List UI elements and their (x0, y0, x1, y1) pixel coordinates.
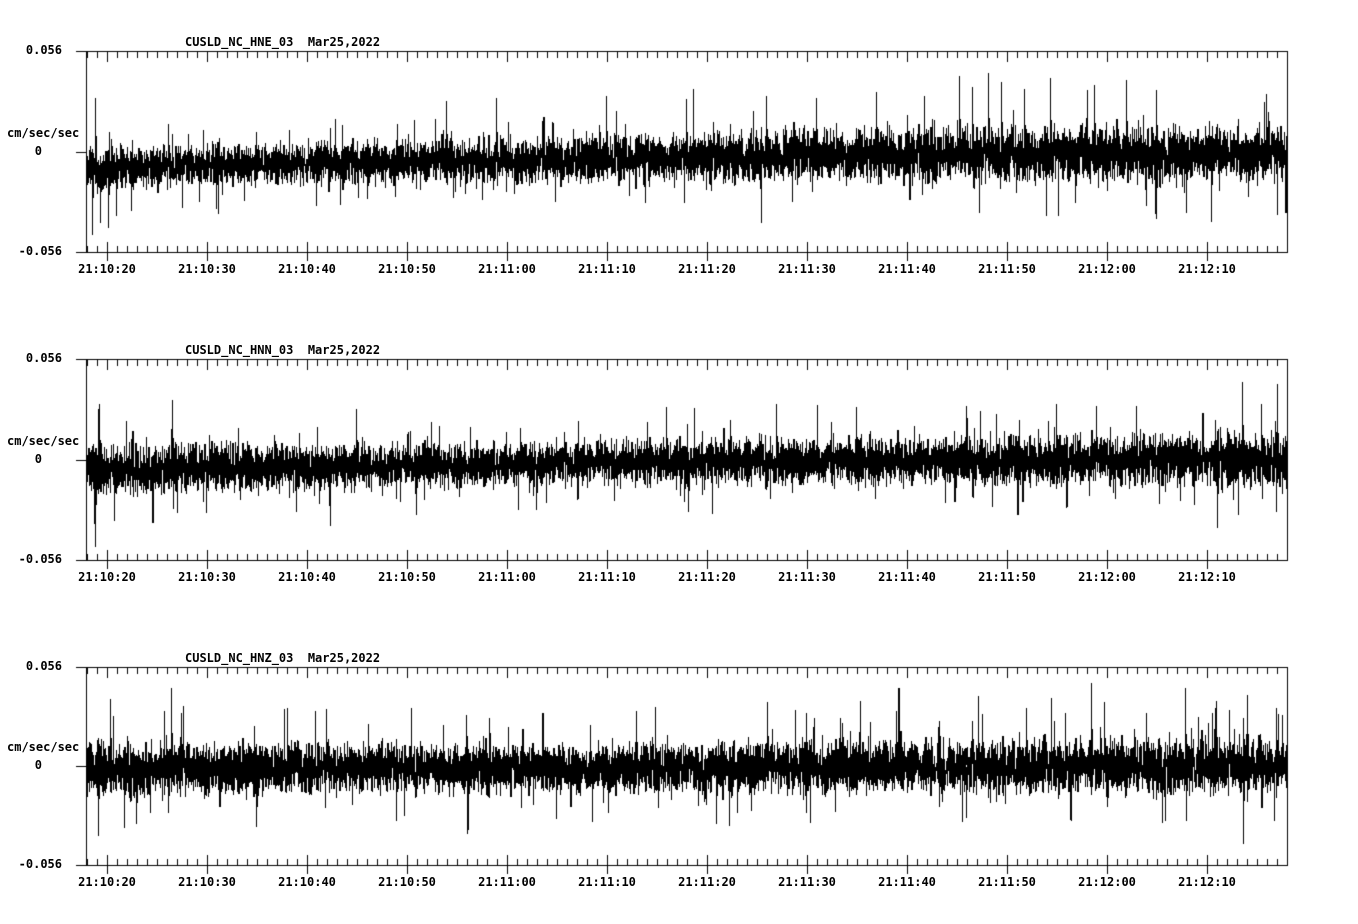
x-tick-label: 21:11:20 (678, 262, 736, 276)
x-tick-label: 21:12:10 (1178, 875, 1236, 889)
x-tick-label: 21:11:50 (978, 262, 1036, 276)
x-tick-label: 21:10:50 (378, 875, 436, 889)
x-tick-label: 21:10:50 (378, 570, 436, 584)
x-tick-label: 21:11:20 (678, 570, 736, 584)
x-tick-label: 21:12:00 (1078, 570, 1136, 584)
x-tick-label: 21:11:30 (778, 875, 836, 889)
x-tick-label: 21:11:40 (878, 570, 936, 584)
x-tick-label: 21:11:00 (478, 875, 536, 889)
x-tick-label: 21:10:40 (278, 570, 336, 584)
y-zero-label: 0 (34, 451, 42, 466)
x-tick-label: 21:11:30 (778, 262, 836, 276)
x-tick-label: 21:11:50 (978, 570, 1036, 584)
y-axis-unit-label: cm/sec/sec (7, 125, 80, 140)
y-zero-label: 0 (34, 758, 42, 772)
y-min-label: -0.056 (18, 552, 62, 566)
panel-title: CUSLD_NC_HNZ_03 Mar25,2022 (185, 651, 381, 665)
x-tick-label: 21:12:10 (1178, 570, 1236, 584)
panel-title: CUSLD_NC_HNN_03 Mar25,2022 (185, 343, 381, 357)
y-max-label: 0.056 (25, 43, 62, 57)
x-tick-label: 21:11:10 (578, 875, 636, 889)
x-tick-label: 21:10:40 (278, 875, 336, 889)
x-tick-label: 21:11:00 (478, 262, 536, 276)
y-zero-label: 0 (34, 143, 42, 158)
x-tick-label: 21:10:30 (178, 875, 236, 889)
y-max-label: 0.056 (25, 351, 62, 365)
x-tick-label: 21:11:50 (978, 875, 1036, 889)
x-tick-label: 21:11:10 (578, 570, 636, 584)
x-tick-label: 21:11:10 (578, 262, 636, 276)
x-tick-label: 21:10:30 (178, 570, 236, 584)
x-tick-label: 21:10:30 (178, 262, 236, 276)
x-tick-label: 21:10:50 (378, 262, 436, 276)
x-tick-label: 21:11:40 (878, 875, 936, 889)
x-tick-label: 21:12:10 (1178, 262, 1236, 276)
x-tick-label: 21:10:20 (78, 875, 136, 889)
y-max-label: 0.056 (25, 659, 62, 673)
x-tick-label: 21:12:00 (1078, 262, 1136, 276)
x-tick-label: 21:11:20 (678, 875, 736, 889)
x-tick-label: 21:11:00 (478, 570, 536, 584)
y-min-label: -0.056 (18, 857, 62, 871)
panel-title: CUSLD_NC_HNE_03 Mar25,2022 (185, 35, 381, 49)
x-tick-label: 21:10:40 (278, 262, 336, 276)
x-tick-label: 21:11:30 (778, 570, 836, 584)
y-axis-unit-label: cm/sec/sec (7, 433, 80, 448)
x-tick-label: 21:10:20 (78, 570, 136, 584)
x-tick-label: 21:10:20 (78, 262, 136, 276)
y-axis-unit-label: cm/sec/sec (7, 740, 80, 754)
x-tick-label: 21:11:40 (878, 262, 936, 276)
x-tick-label: 21:12:00 (1078, 875, 1136, 889)
y-min-label: -0.056 (18, 244, 62, 258)
